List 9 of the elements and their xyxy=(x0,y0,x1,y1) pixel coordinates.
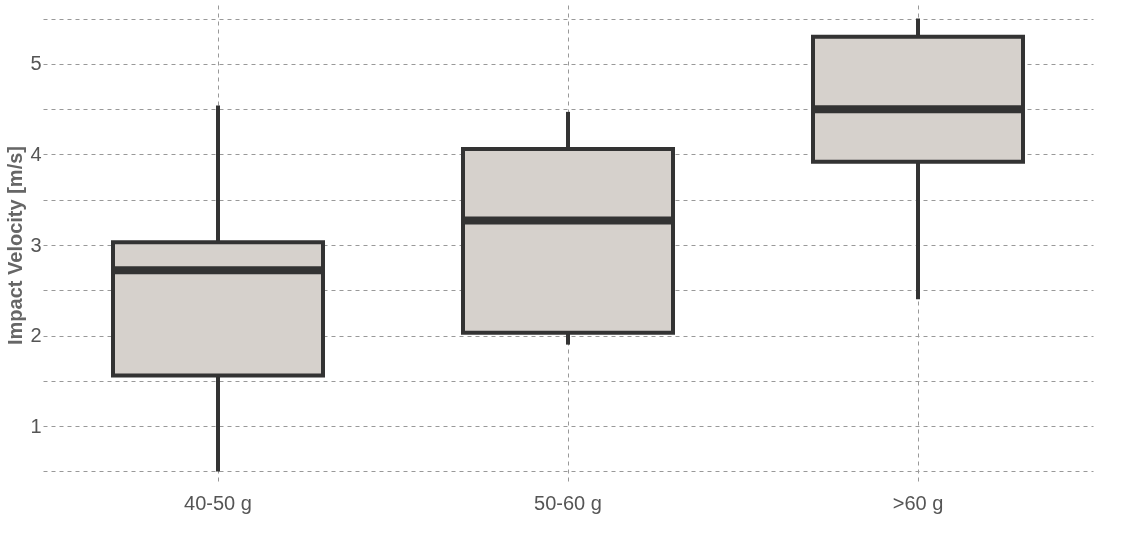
y-axis-title: Impact Velocity [m/s] xyxy=(4,146,27,345)
y-tick-label: 4 xyxy=(30,142,42,165)
y-tick-label: 5 xyxy=(30,52,42,75)
y-tick-label: 2 xyxy=(30,324,42,347)
x-tick-label: 40-50 g xyxy=(184,491,252,514)
y-tick-label: 1 xyxy=(30,414,42,437)
x-tick-label: 50-60 g xyxy=(534,491,602,514)
y-tick-label: 3 xyxy=(30,233,42,256)
x-tick-label: >60 g xyxy=(892,491,944,514)
